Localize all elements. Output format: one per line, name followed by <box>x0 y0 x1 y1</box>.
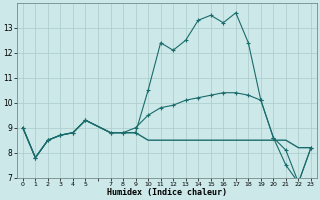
X-axis label: Humidex (Indice chaleur): Humidex (Indice chaleur) <box>107 188 227 197</box>
